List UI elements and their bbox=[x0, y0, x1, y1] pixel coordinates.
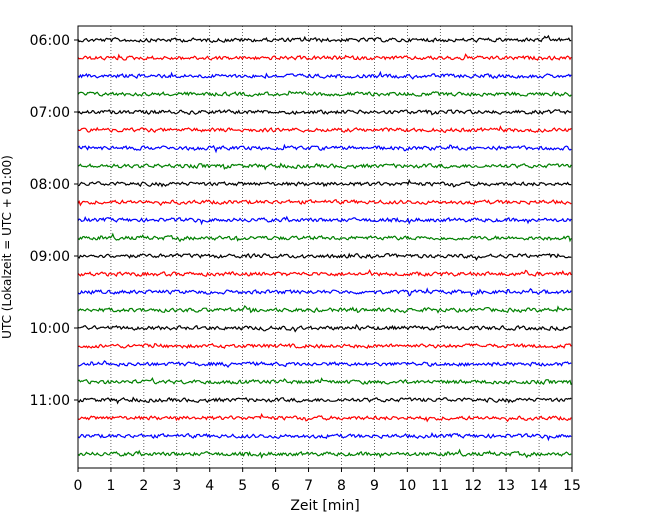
trace-8 bbox=[77, 162, 572, 171]
y-axis-label: UTC (Lokalzeit = UTC + 01:00) bbox=[0, 155, 14, 339]
trace-16 bbox=[77, 305, 572, 314]
trace-18 bbox=[77, 342, 572, 349]
x-tick-label-14: 14 bbox=[530, 478, 548, 494]
trace-10 bbox=[77, 198, 572, 207]
x-tick-label-13: 13 bbox=[497, 478, 515, 494]
x-tick-label-8: 8 bbox=[337, 478, 346, 494]
trace-11 bbox=[77, 215, 572, 226]
trace-22 bbox=[77, 412, 572, 423]
seismic-traces bbox=[77, 34, 572, 459]
x-tick-label-0: 0 bbox=[74, 478, 83, 494]
x-tick-label-3: 3 bbox=[172, 478, 181, 494]
plot-frame bbox=[77, 25, 573, 469]
y-tick-label-11:00: 11:00 bbox=[30, 393, 70, 409]
trace-12 bbox=[77, 232, 572, 243]
x-tick-label-1: 1 bbox=[106, 478, 115, 494]
trace-6 bbox=[77, 125, 572, 134]
y-tick-label-06:00: 06:00 bbox=[30, 33, 70, 49]
trace-2 bbox=[77, 53, 572, 61]
trace-13 bbox=[77, 252, 572, 261]
y-tick-label-08:00: 08:00 bbox=[30, 177, 70, 193]
x-tick-label-9: 9 bbox=[370, 478, 379, 494]
x-tick-label-10: 10 bbox=[398, 478, 416, 494]
x-tick-label-7: 7 bbox=[304, 478, 313, 494]
trace-9 bbox=[77, 178, 572, 188]
trace-14 bbox=[77, 268, 572, 277]
trace-3 bbox=[77, 70, 572, 80]
x-tick-label-12: 12 bbox=[464, 478, 482, 494]
trace-4 bbox=[77, 90, 572, 98]
trace-5 bbox=[77, 109, 572, 116]
trace-17 bbox=[77, 323, 572, 333]
trace-7 bbox=[77, 143, 572, 154]
y-tick-label-09:00: 09:00 bbox=[30, 249, 70, 265]
x-tick-label-2: 2 bbox=[139, 478, 148, 494]
x-tick-label-6: 6 bbox=[271, 478, 280, 494]
trace-15 bbox=[77, 287, 572, 298]
trace-23 bbox=[77, 432, 572, 442]
trace-21 bbox=[77, 396, 572, 405]
x-tick-label-4: 4 bbox=[205, 478, 214, 494]
y-tick-label-10:00: 10:00 bbox=[30, 321, 70, 337]
x-tick-label-15: 15 bbox=[563, 478, 581, 494]
trace-19 bbox=[77, 360, 572, 368]
trace-20 bbox=[77, 377, 572, 385]
x-tick-label-11: 11 bbox=[431, 478, 449, 494]
y-tick-label-07:00: 07:00 bbox=[30, 105, 70, 121]
y-axis-ticks: 06:00 07:00 08:00 09:00 10:00 11:00 bbox=[30, 33, 78, 409]
x-tick-label-5: 5 bbox=[238, 478, 247, 494]
trace-1 bbox=[77, 34, 572, 44]
x-axis-label: Zeit [min] bbox=[290, 498, 359, 514]
trace-24 bbox=[77, 448, 572, 459]
x-axis-ticks: 0 1 2 3 4 5 6 7 8 9 10 11 12 13 14 15 bbox=[74, 468, 581, 494]
